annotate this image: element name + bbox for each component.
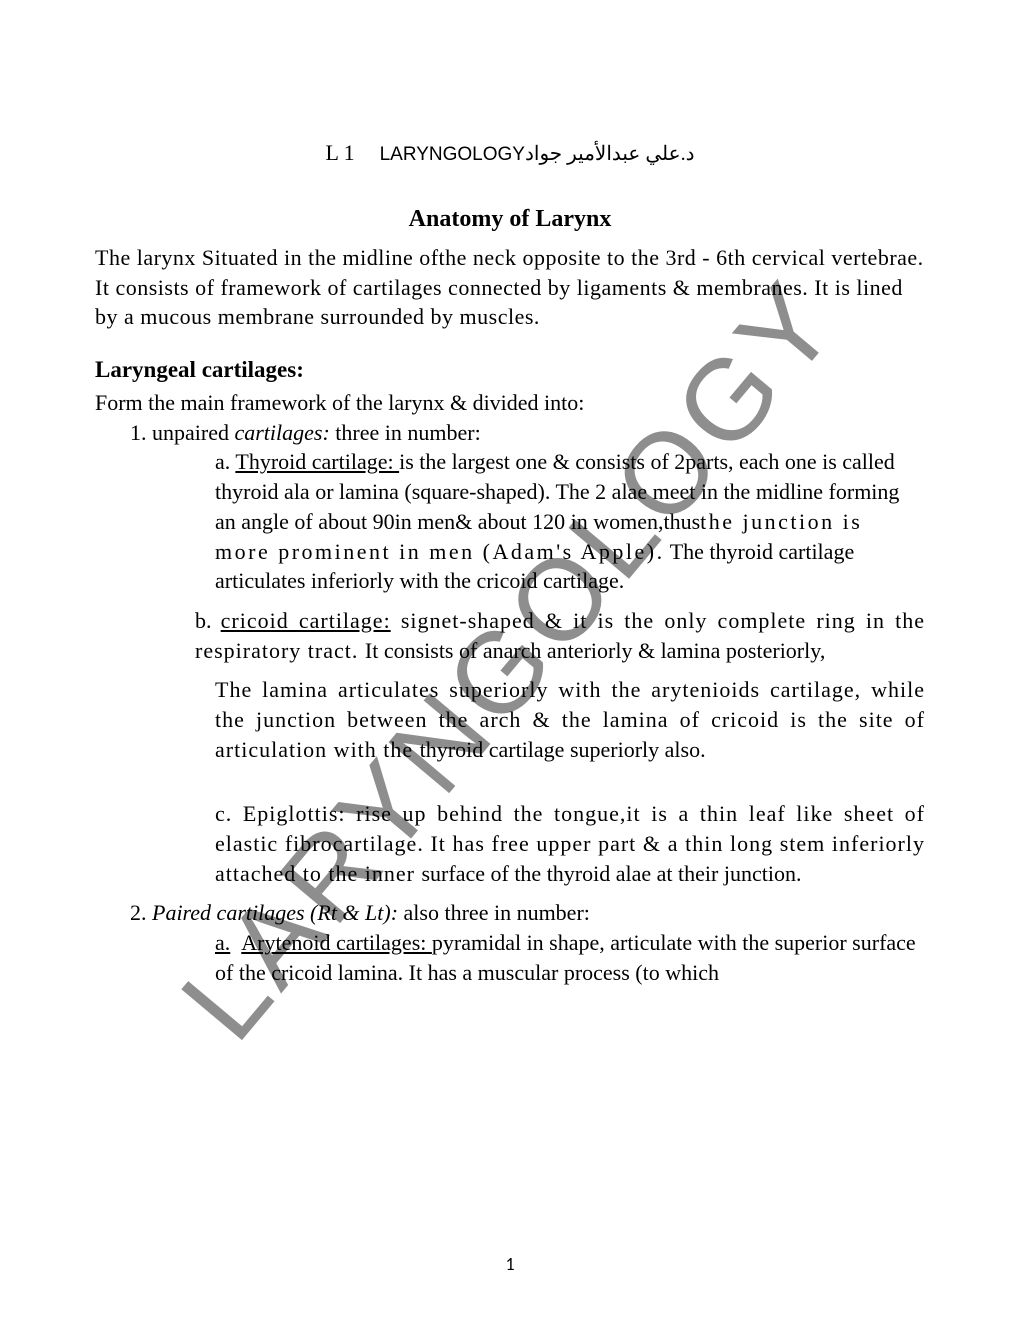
section-intro: Form the main framework of the larynx & …	[95, 388, 925, 418]
item-b-underline: cricoid cartilage:	[221, 608, 391, 633]
item1-rest: three in number:	[330, 420, 481, 445]
item1-label: 1. unpaired	[130, 420, 234, 445]
header-line: L 1 LARYNGOLOGYد.علي عبدالأمير جواد	[95, 140, 925, 166]
sub-item-b-cont: The lamina articulates superiorly with t…	[95, 675, 925, 764]
sub-item-a: a. Thyroid cartilage: is the largest one…	[95, 447, 925, 595]
header-title-caps: LARYNGOLOGY	[380, 144, 525, 165]
intro-paragraph: The larynx Situated in the midline ofthe…	[95, 243, 925, 332]
sub-item-2a: a. Arytenoid cartilages: pyramidal in sh…	[95, 928, 925, 987]
item2-label: 2.	[130, 900, 152, 925]
sub-item-b: b. cricoid cartilage: signet-shaped & it…	[95, 606, 925, 665]
item2a-label: a.	[215, 930, 230, 955]
list-item-2: 2. Paired cartilages (Rt & Lt): also thr…	[95, 898, 925, 928]
page-content: L 1 LARYNGOLOGYد.علي عبدالأمير جواد Anat…	[95, 140, 925, 987]
lecture-number: L 1	[325, 140, 354, 165]
item2-rest: also three in number:	[398, 900, 590, 925]
item-a-label: a.	[215, 449, 235, 474]
page-title: Anatomy of Larynx	[95, 206, 925, 233]
page-number: 1	[505, 1253, 514, 1275]
item2-italic: Paired cartilages (Rt & Lt):	[152, 900, 398, 925]
list-item-1: 1. unpaired cartilages: three in number:	[95, 418, 925, 448]
item-a-underline: Thyroid cartilage:	[235, 449, 399, 474]
sub-item-c: c. Epiglottis: rise up behind the tongue…	[95, 799, 925, 888]
item-b-label: b.	[195, 608, 221, 633]
item-c-text2: surface of the thyroid alae at their jun…	[421, 861, 801, 886]
header-arabic: د.علي عبدالأمير جواد	[525, 143, 695, 165]
item-b-text2: It consists of anarch anteriorly & lamin…	[365, 638, 825, 663]
item-b-text4: thyroid cartilage superiorly also.	[420, 737, 706, 762]
item2a-underline: Arytenoid cartilages:	[241, 930, 432, 955]
item1-italic: cartilages:	[234, 420, 329, 445]
section-heading-cartilages: Laryngeal cartilages:	[95, 357, 925, 383]
